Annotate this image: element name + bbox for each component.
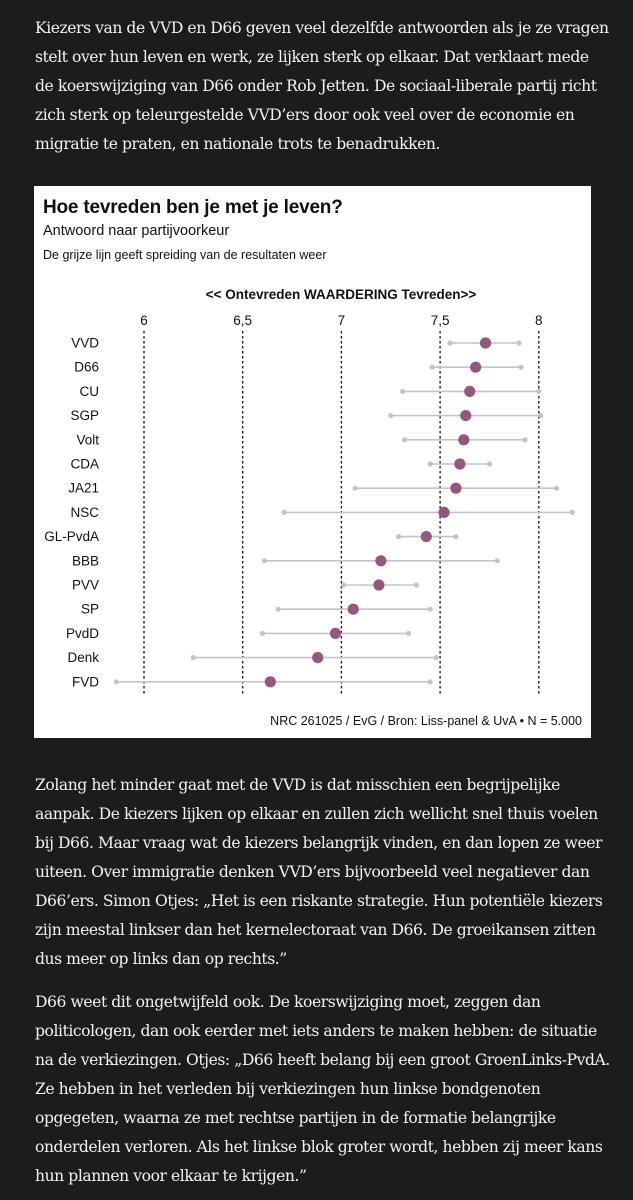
range-high-point <box>538 413 544 419</box>
range-low-point <box>259 630 266 636</box>
mean-dot <box>464 385 476 397</box>
mean-dot <box>454 458 466 470</box>
category-label: NSC <box>70 505 99 520</box>
mean-dot <box>312 652 324 664</box>
mean-dot <box>479 337 492 349</box>
article-paragraph-3: D66 weet dit ongetwijfeld ook. De koersw… <box>35 993 610 1185</box>
range-high-point <box>486 461 493 467</box>
range-high-point <box>516 340 522 346</box>
range-low-point <box>401 437 408 443</box>
range-low-point <box>281 509 287 515</box>
range-low-point <box>429 364 435 370</box>
category-label: D66 <box>74 360 99 375</box>
range-low-point <box>340 582 346 588</box>
mean-dot <box>373 579 385 591</box>
mean-dot <box>329 627 342 639</box>
x-tick-label: 6 <box>140 313 148 328</box>
category-label: BBB <box>72 553 99 568</box>
range-high-point <box>518 364 524 370</box>
chart-container: Hoe tevreden ben je met je leven? Antwoo… <box>34 186 591 738</box>
category-label: SP <box>81 602 99 617</box>
mean-dot <box>438 506 450 518</box>
category-label: SGP <box>70 408 99 423</box>
range-low-point <box>190 655 196 661</box>
range-high-point <box>553 485 560 491</box>
chart-title: Hoe tevreden ben je met je leven? <box>43 197 343 218</box>
range-high-point <box>494 558 500 564</box>
range-low-point <box>113 679 119 685</box>
category-label: CDA <box>70 457 99 472</box>
range-low-point <box>399 388 406 394</box>
range-high-point <box>453 534 459 540</box>
mean-dot <box>450 482 462 494</box>
range-high-point <box>536 388 542 394</box>
category-label: VVD <box>71 336 99 351</box>
mean-dot <box>375 555 387 567</box>
range-low-point <box>352 485 358 491</box>
range-high-point <box>522 437 528 443</box>
category-label: PVV <box>72 578 99 593</box>
source-note: NRC 261025 / EvG / Bron: Liss-panel & Uv… <box>270 714 582 728</box>
category-label: CU <box>80 384 100 399</box>
chart-subtitle: Antwoord naar partijvoorkeur <box>43 223 230 239</box>
range-low-point <box>447 340 453 346</box>
article-paragraph-1: Kiezers van de VVD en D66 geven veel dez… <box>35 19 609 153</box>
range-high-point <box>569 509 575 515</box>
range-low-point <box>396 534 402 540</box>
x-tick-label: 6,5 <box>233 313 252 328</box>
category-label: PvdD <box>66 626 99 641</box>
range-high-point <box>413 582 420 588</box>
mean-dot <box>347 603 359 615</box>
range-high-point <box>433 655 439 661</box>
range-high-point <box>427 606 433 612</box>
mean-dot <box>420 531 432 543</box>
chart-note: De grijze lijn geeft spreiding van de re… <box>43 248 327 262</box>
mean-dot <box>458 434 470 446</box>
mean-dot <box>460 410 472 422</box>
article-paragraph-2: Zolang het minder gaat met de VVD is dat… <box>35 776 603 968</box>
range-high-point <box>405 630 412 636</box>
mean-dot <box>264 676 276 688</box>
category-label: JA21 <box>68 481 99 496</box>
axis-heading: << Ontevreden WAARDERING Tevreden>> <box>206 287 477 302</box>
range-low-point <box>275 606 281 612</box>
range-low-point <box>261 558 268 564</box>
dot-range-chart: << Ontevreden WAARDERING Tevreden>> 6 6,5 7… <box>44 287 582 728</box>
mean-dot <box>470 361 482 373</box>
x-tick-label: 8 <box>535 313 543 328</box>
category-label: Volt <box>76 432 99 447</box>
x-tick-label: 7 <box>338 313 346 328</box>
category-label: GL-PvdA <box>44 529 99 544</box>
range-high-point <box>427 679 433 685</box>
range-low-point <box>388 413 394 419</box>
range-low-point <box>427 461 433 467</box>
x-tick-label: 7,5 <box>431 313 450 328</box>
category-label: Denk <box>67 650 99 665</box>
category-label: FVD <box>72 674 99 689</box>
